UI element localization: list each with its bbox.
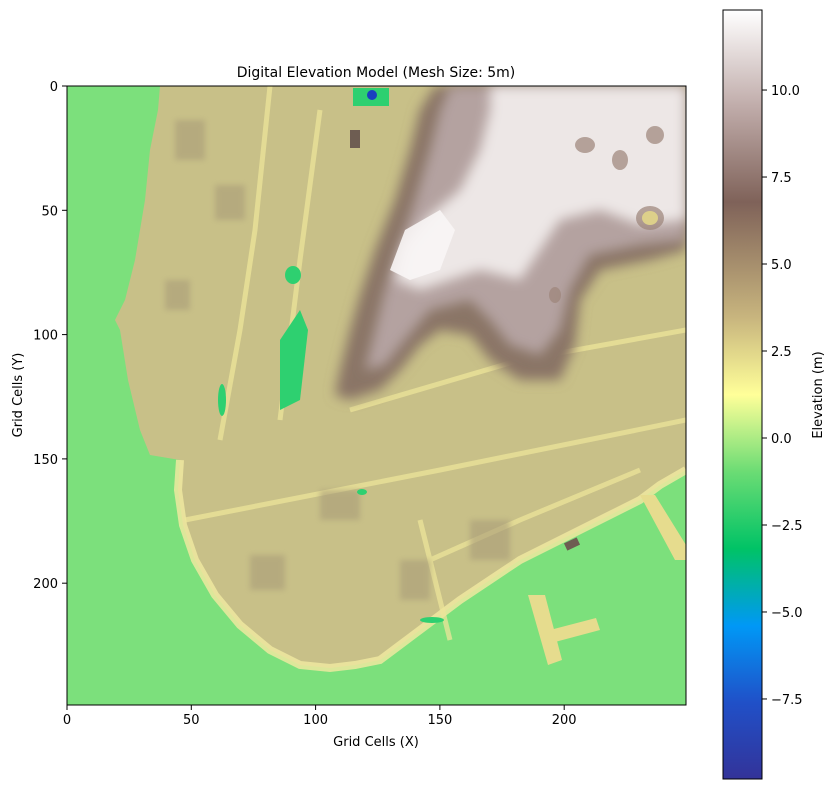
y-axis-label: Grid Cells (Y): [11, 353, 26, 438]
x-axis-label: Grid Cells (X): [333, 735, 419, 750]
deep-pit: [367, 90, 377, 100]
summit-highlight: [390, 210, 455, 280]
y-tick-label: 200: [33, 577, 58, 592]
colorbar-label: Elevation (m): [811, 351, 826, 438]
colorbar: [722, 9, 763, 780]
x-tick-label: 150: [427, 713, 452, 728]
dark-spots: [350, 130, 581, 551]
x-axis: 0 50 100 150 200: [63, 705, 577, 728]
colorbar-tick-label: 5.0: [771, 258, 792, 273]
chart-title: Digital Elevation Model (Mesh Size: 5m): [237, 65, 516, 81]
x-tick-label: 100: [303, 713, 328, 728]
summit: [395, 86, 686, 290]
colorbar-ticks: −7.5 −5.0 −2.5 0.0 2.5 5.0 7.5 10.0: [762, 84, 803, 708]
depressions: [218, 88, 444, 623]
x-tick-label: 200: [552, 713, 577, 728]
colorbar-tick-label: −5.0: [771, 606, 803, 621]
coastal-band: [173, 459, 686, 673]
x-tick-label: 50: [183, 713, 200, 728]
colorbar-tick-label: −2.5: [771, 519, 803, 534]
x-tick-label: 0: [63, 713, 71, 728]
colorbar-tick-label: 0.0: [771, 432, 792, 447]
colorbar-tick-label: 2.5: [771, 345, 792, 360]
urban-blocks: [165, 120, 510, 600]
colorbar-tick-label: −7.5: [771, 693, 803, 708]
colorbar-tick-label: 7.5: [771, 171, 792, 186]
summit-features: [549, 126, 664, 303]
heatmap-image: [67, 86, 686, 705]
y-tick-label: 100: [33, 329, 58, 344]
plot-frame: [66, 85, 687, 706]
y-tick-label: 150: [33, 453, 58, 468]
y-tick-label: 50: [41, 204, 58, 219]
y-tick-label: 0: [50, 80, 58, 95]
y-axis: 0 50 100 150 200: [33, 80, 67, 592]
pier: [528, 495, 686, 665]
colorbar-tick-label: 10.0: [771, 84, 800, 99]
